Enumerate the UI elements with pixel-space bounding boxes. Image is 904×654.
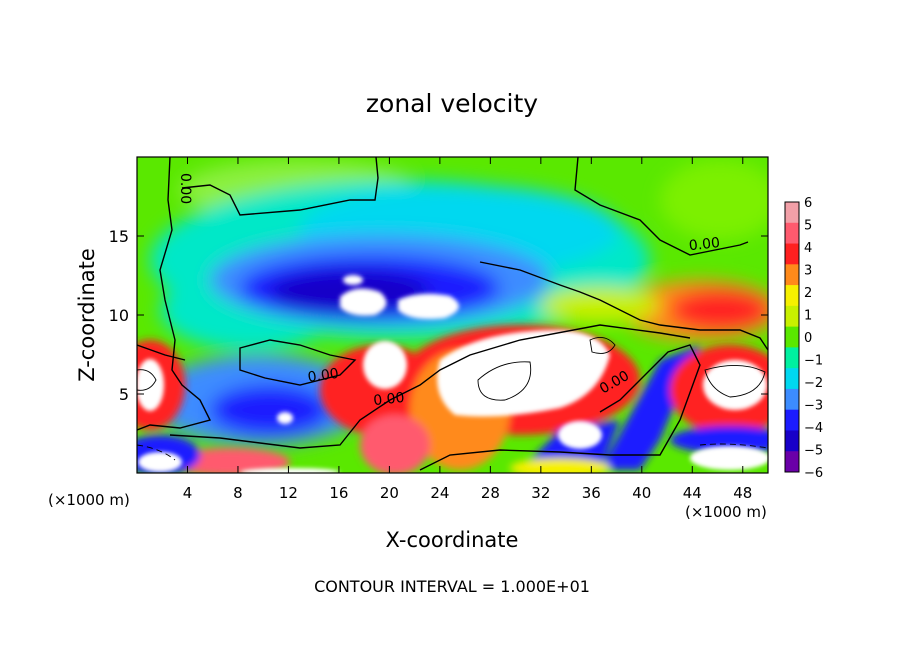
colorbar-tick-label: −4 [804,421,823,436]
colorbar: 6 5 4 3 2 1 0 −1 −2 −3 −4 −5 −6 [784,196,823,481]
x-tick-label: 12 [279,484,298,502]
contour-label: 0.00 [177,173,193,204]
x-tick-label: 40 [632,484,651,502]
colorbar-segment [785,222,799,245]
colorbar-segment [785,202,799,224]
colorbar-tick-label: −6 [804,466,823,481]
colorbar-segment [785,347,799,369]
colorbar-segment [785,368,799,390]
y-axis-label: Z-coordinate [75,248,99,382]
x-unit-right: (×1000 m) [685,503,767,521]
colorbar-segment [785,264,799,286]
x-axis-label: X-coordinate [386,528,519,552]
x-unit-left: (×1000 m) [48,491,130,509]
x-tick-label: 32 [531,484,550,502]
x-tick-label: 48 [733,484,752,502]
colorbar-tick-label: 2 [804,286,812,301]
colorbar-frame [784,201,800,473]
x-tick-label: 44 [683,484,702,502]
colorbar-segment [785,243,799,265]
contour-labels: 0.000.000.000.000.00 [177,173,721,409]
contour-label: 0.00 [373,390,406,409]
x-tick-label: 20 [380,484,399,502]
colorbar-tick-label: 4 [804,241,812,256]
heatmap-field [137,157,768,473]
colorbar-tick-label: 0 [804,331,812,346]
contour-label: 0.00 [307,366,340,386]
x-tick-label: 28 [481,484,500,502]
colorbar-segment [785,409,799,431]
chart-title: zonal velocity [366,89,538,118]
x-tick-label: 8 [233,484,243,502]
colorbar-segment [785,285,799,307]
colorbar-segment [785,388,799,411]
colorbar-segment [785,430,799,452]
colorbar-segment [785,451,799,473]
y-axis: 5 10 15 [109,227,768,404]
colorbar-tick-label: 5 [804,219,812,234]
colorbar-tick-label: −3 [804,399,823,414]
colorbar-tick-label: 1 [804,309,812,324]
colorbar-tick-label: 3 [804,264,812,279]
colorbar-tick-label: −1 [804,354,823,369]
x-tick-label: 4 [183,484,193,502]
colorbar-tick-label: 6 [804,196,812,211]
y-tick-label: 10 [109,306,129,325]
x-tick-label: 36 [582,484,601,502]
x-tick-label: 24 [430,484,449,502]
colorbar-segment [785,305,799,328]
colorbar-tick-label: −5 [804,444,823,459]
y-tick-label: 15 [109,227,129,246]
contour-interval-footer: CONTOUR INTERVAL = 1.000E+01 [314,577,590,596]
colorbar-tick-label: −2 [804,376,823,391]
x-tick-label: 16 [329,484,348,502]
x-axis: 4 8 12 16 20 24 28 32 36 40 44 48 [183,157,752,502]
contour-label: 0.00 [688,235,721,254]
colorbar-segment [785,326,799,348]
y-tick-label: 5 [119,385,129,404]
